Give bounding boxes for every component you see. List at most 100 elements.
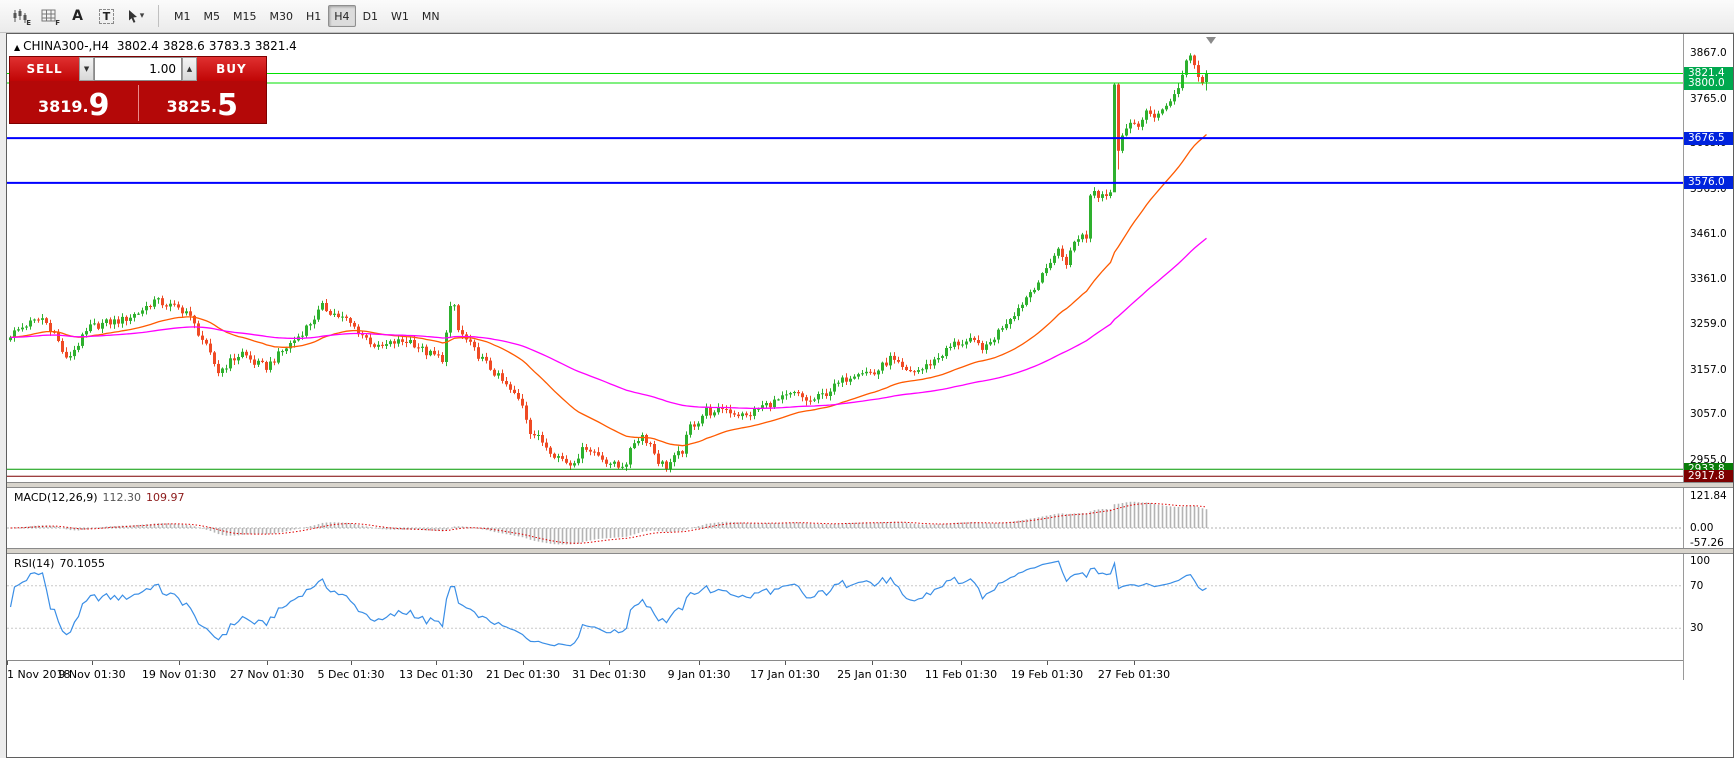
sell-button[interactable]: SELL: [10, 57, 80, 81]
time-tick: [1047, 661, 1048, 665]
timeframe-button-M1[interactable]: M1: [174, 9, 191, 23]
time-label: 27 Nov 01:30: [229, 668, 305, 681]
rsi-axis-label: 30: [1690, 622, 1704, 635]
time-tick: [179, 661, 180, 665]
price-tick: 3057.0: [1690, 408, 1727, 421]
volume-input[interactable]: [94, 57, 182, 81]
rsi-panel-divider[interactable]: [7, 548, 1733, 554]
time-label: 31 Dec 01:30: [572, 668, 646, 681]
price-badge-3800.0[interactable]: 3800.0: [1684, 76, 1733, 90]
macd-axis-label: 121.84: [1690, 490, 1727, 502]
rsi-panel[interactable]: [7, 554, 1683, 660]
tool-sub-letter: F: [55, 19, 60, 27]
time-label: 27 Feb 01:30: [1097, 668, 1171, 681]
symbol-period-label: CHINA300-,H4: [23, 39, 109, 53]
buy-price[interactable]: 3825. 5: [139, 81, 267, 124]
buy-price-main: 3825.: [166, 97, 218, 116]
time-tick: [523, 661, 524, 665]
time-label: 5 Dec 01:30: [317, 668, 385, 681]
timeframe-button-M15[interactable]: M15: [233, 9, 257, 23]
time-label: 19 Nov 01:30: [141, 668, 217, 681]
volume-decrease-button[interactable]: ▼: [79, 57, 94, 81]
price-tick: 3765.0: [1690, 92, 1727, 105]
rsi-axis-label: 100: [1690, 555, 1711, 567]
time-label: 1 Nov 2018: [7, 668, 71, 681]
time-label: 25 Jan 01:30: [837, 668, 907, 681]
candlestick-chart-icon: [13, 8, 26, 23]
macd-signal-line: [10, 502, 1207, 544]
sell-price-main: 3819.: [38, 97, 89, 116]
price-chart-canvas[interactable]: [7, 34, 1683, 482]
open-value: 3802.4: [116, 39, 159, 53]
macd-panel[interactable]: [7, 488, 1683, 548]
rsi-label: RSI(14): [14, 557, 55, 570]
main-toolbar: E F A T ▾ M1 M5 M15 M30 H1 H4 D1 W1 MN: [0, 0, 1734, 33]
slow-ma-line[interactable]: [10, 237, 1207, 410]
macd-header: MACD(12,26,9) 112.30 109.97: [14, 491, 190, 504]
macd-axis-label: 0.00: [1690, 522, 1714, 534]
rsi-value: 70.1055: [59, 557, 105, 570]
candles-layer: [9, 53, 1208, 473]
text-box-tool-button[interactable]: T: [93, 4, 120, 28]
chart-window-tool-button[interactable]: E: [6, 4, 33, 28]
time-tick: [7, 661, 8, 665]
time-tick: [961, 661, 962, 665]
tool-sub-letter: E: [26, 19, 31, 27]
time-label: 9 Jan 01:30: [667, 668, 731, 681]
buy-button[interactable]: BUY: [196, 57, 266, 81]
time-tick: [1134, 661, 1135, 665]
price-badge-3576.0[interactable]: 3576.0: [1684, 176, 1733, 190]
time-label: 21 Dec 01:30: [486, 668, 560, 681]
price-axis[interactable]: 3867.03765.03665.03563.03461.03361.03259…: [1683, 34, 1733, 680]
timeframe-button-M5[interactable]: M5: [203, 9, 221, 23]
timeframe-button-W1[interactable]: W1: [391, 9, 409, 23]
time-label: 17 Jan 01:30: [750, 668, 820, 681]
close-value: 3821.4: [254, 39, 297, 53]
price-badge-2917.8[interactable]: 2917.8: [1684, 469, 1733, 483]
text-label-tool-button[interactable]: A: [64, 4, 91, 28]
timeframe-button-M30[interactable]: M30: [269, 9, 294, 23]
price-tick: 3361.0: [1690, 272, 1727, 285]
time-label: 11 Feb 01:30: [924, 668, 998, 681]
time-tick: [267, 661, 268, 665]
chart-window[interactable]: ▲ CHINA300-,H4 3802.4 3828.6 3783.3 3821.4 S…: [6, 33, 1734, 758]
time-label: 9 Nov 01:30: [58, 668, 126, 681]
fast-ma-line[interactable]: [10, 134, 1207, 447]
buy-price-big-digit: 5: [217, 88, 238, 123]
macd-panel-divider[interactable]: [7, 482, 1733, 488]
volume-increase-button[interactable]: ▲: [182, 57, 197, 81]
macd-signal-value: 109.97: [146, 491, 185, 504]
time-tick: [609, 661, 610, 665]
macd-main-value: 112.30: [102, 491, 142, 504]
time-axis[interactable]: 1 Nov 2018 9 Nov 01:30 19 Nov 01:30 27 Nov …: [7, 660, 1733, 684]
time-tick: [699, 661, 700, 665]
price-tick: 3157.0: [1690, 363, 1727, 376]
rsi-axis-label: 70: [1690, 579, 1704, 592]
timeframe-button-MN[interactable]: MN: [421, 9, 440, 23]
timeframe-button-H1[interactable]: H1: [306, 9, 322, 23]
toolbar-separator: [158, 5, 159, 27]
price-tick: 3867.0: [1690, 47, 1727, 60]
rsi-header: RSI(14) 70.1055: [14, 557, 110, 570]
time-label: 19 Feb 01:30: [1010, 668, 1084, 681]
timeframe-button-H4[interactable]: H4: [328, 5, 356, 27]
high-value: 3828.6: [162, 39, 205, 53]
price-tick: 3461.0: [1690, 228, 1727, 241]
timeframe-button-D1[interactable]: D1: [362, 9, 379, 23]
sell-price[interactable]: 3819. 9: [10, 81, 138, 124]
low-value: 3783.3: [208, 39, 251, 53]
time-tick: [872, 661, 873, 665]
data-window-tool-button[interactable]: F: [35, 4, 62, 28]
cursor-arrow-icon: [128, 9, 137, 23]
symbol-icon: ▲: [14, 43, 21, 52]
time-label: 13 Dec 01:30: [399, 668, 473, 681]
price-badge-3676.5[interactable]: 3676.5: [1684, 131, 1733, 145]
shift-marker-icon[interactable]: [1206, 37, 1216, 44]
time-tick: [92, 661, 93, 665]
cursor-tool-button[interactable]: ▾: [122, 4, 149, 28]
chevron-down-icon: ▾: [139, 11, 145, 21]
timeframe-toolbar: M1 M5 M15 M30 H1 H4 D1 W1 MN: [168, 5, 446, 27]
macd-histogram: [13, 501, 1208, 545]
textbox-t-icon: T: [98, 8, 115, 24]
